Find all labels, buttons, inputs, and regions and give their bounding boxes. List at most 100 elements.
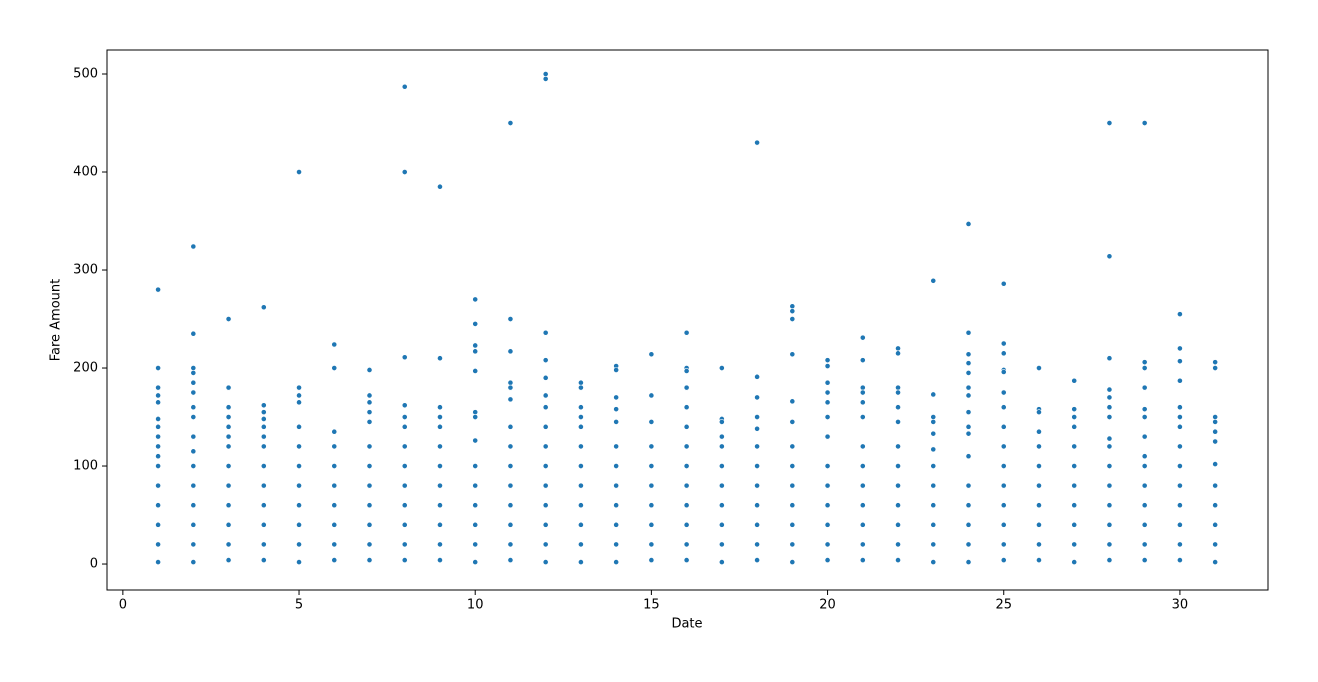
point bbox=[296, 384, 302, 391]
point bbox=[824, 379, 831, 386]
point bbox=[260, 416, 267, 422]
point bbox=[1000, 404, 1007, 411]
point bbox=[296, 502, 302, 509]
point bbox=[648, 392, 655, 399]
point bbox=[1036, 463, 1042, 469]
point bbox=[578, 482, 584, 489]
point bbox=[366, 409, 373, 416]
point bbox=[190, 559, 197, 565]
point bbox=[225, 502, 232, 509]
point bbox=[1071, 541, 1078, 548]
point bbox=[1106, 463, 1113, 469]
point bbox=[296, 169, 302, 175]
point bbox=[965, 392, 972, 399]
point bbox=[542, 357, 549, 364]
point bbox=[824, 363, 831, 369]
point bbox=[437, 557, 443, 564]
point bbox=[1106, 394, 1113, 401]
point bbox=[542, 76, 549, 82]
point bbox=[1177, 557, 1183, 564]
point bbox=[366, 367, 373, 373]
point bbox=[789, 541, 796, 548]
point bbox=[578, 379, 584, 386]
point bbox=[225, 443, 232, 450]
point bbox=[472, 437, 479, 444]
point bbox=[1071, 502, 1078, 509]
point bbox=[155, 521, 161, 528]
point bbox=[1106, 386, 1113, 393]
point bbox=[225, 404, 232, 411]
point bbox=[613, 419, 620, 425]
point bbox=[1000, 423, 1007, 430]
point bbox=[1000, 482, 1007, 489]
point bbox=[507, 120, 514, 126]
point bbox=[507, 502, 514, 509]
point bbox=[718, 419, 725, 425]
point bbox=[331, 341, 338, 348]
point bbox=[824, 389, 831, 396]
point bbox=[1141, 406, 1148, 413]
point bbox=[859, 541, 866, 548]
point bbox=[225, 482, 232, 489]
point bbox=[190, 389, 197, 396]
x-tick-label: 15 bbox=[643, 598, 660, 613]
point bbox=[965, 351, 972, 358]
point bbox=[578, 463, 584, 469]
point bbox=[1106, 482, 1113, 489]
point bbox=[366, 502, 373, 509]
point bbox=[683, 502, 690, 509]
point bbox=[1106, 404, 1113, 411]
point bbox=[965, 559, 972, 565]
point bbox=[859, 389, 866, 396]
point bbox=[260, 304, 267, 311]
point bbox=[859, 557, 866, 564]
point bbox=[895, 521, 901, 528]
point bbox=[542, 502, 549, 509]
point bbox=[895, 345, 901, 352]
point bbox=[1177, 345, 1183, 352]
point bbox=[225, 414, 232, 420]
point bbox=[401, 169, 408, 175]
point bbox=[472, 559, 479, 565]
point bbox=[930, 419, 937, 425]
point bbox=[824, 463, 831, 469]
point bbox=[578, 423, 584, 430]
point bbox=[331, 443, 338, 450]
point bbox=[895, 557, 901, 564]
point bbox=[683, 329, 690, 336]
y-tick-label: 500 bbox=[73, 67, 98, 82]
point bbox=[155, 433, 161, 440]
point bbox=[859, 463, 866, 469]
point bbox=[401, 414, 408, 420]
point bbox=[1036, 541, 1042, 548]
point bbox=[1177, 311, 1183, 318]
point bbox=[437, 414, 443, 420]
point bbox=[965, 384, 972, 391]
point bbox=[1071, 414, 1078, 420]
point bbox=[754, 414, 760, 420]
point bbox=[260, 402, 267, 409]
point bbox=[296, 541, 302, 548]
point bbox=[1212, 502, 1219, 509]
point bbox=[507, 316, 514, 322]
point bbox=[190, 379, 197, 386]
point bbox=[895, 419, 901, 425]
point bbox=[1141, 463, 1148, 469]
point bbox=[789, 398, 796, 405]
point bbox=[472, 368, 479, 374]
point bbox=[1141, 541, 1148, 548]
point bbox=[1000, 280, 1007, 287]
point bbox=[401, 83, 408, 90]
point bbox=[683, 521, 690, 528]
y-axis-label: Fare Amount bbox=[49, 279, 64, 362]
point bbox=[1071, 521, 1078, 528]
point bbox=[613, 521, 620, 528]
point bbox=[190, 365, 197, 371]
point bbox=[859, 384, 866, 391]
point bbox=[1000, 389, 1007, 396]
point bbox=[859, 482, 866, 489]
point bbox=[824, 414, 831, 420]
point bbox=[190, 370, 197, 376]
point bbox=[296, 463, 302, 469]
point bbox=[1177, 541, 1183, 548]
